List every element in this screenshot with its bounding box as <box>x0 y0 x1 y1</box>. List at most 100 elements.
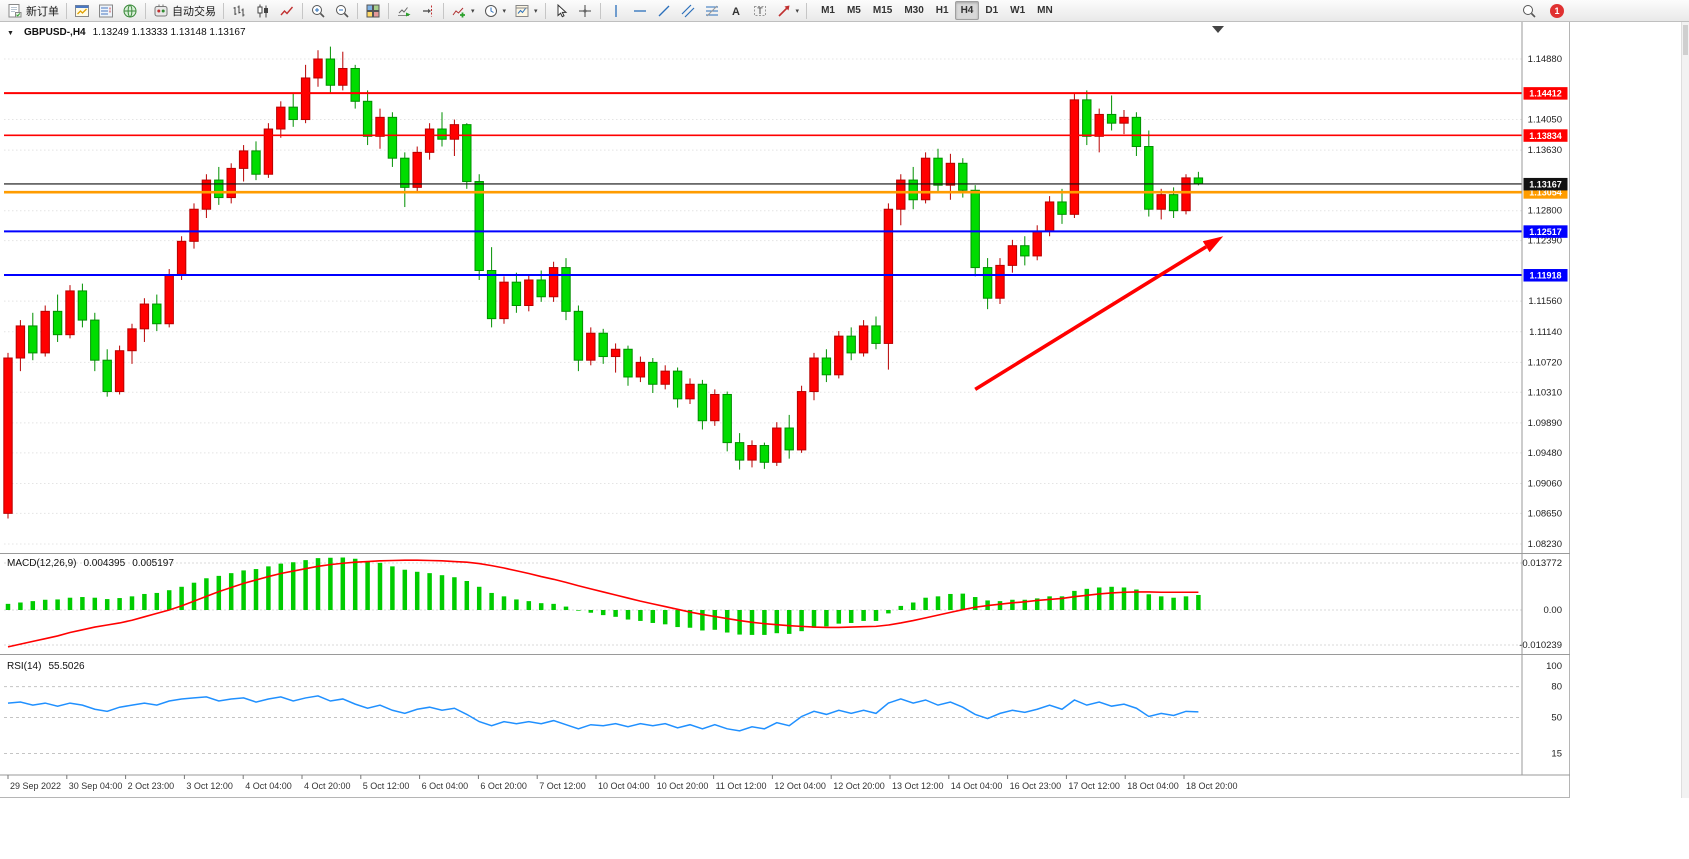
chart-window: 0.013772 0.00 -0.010239 100 80 50 15 1.14880 1.1… <box>0 22 1570 798</box>
text-button[interactable]: A <box>724 1 748 20</box>
macd-name: MACD(12,26,9) <box>7 558 77 569</box>
crosshair-button[interactable] <box>573 1 597 20</box>
time-axis-label: 4 Oct 20:00 <box>304 781 351 791</box>
toolbar-separator <box>544 2 546 19</box>
channel-button[interactable] <box>676 1 700 20</box>
macd-indicator-label: MACD(12,26,9) 0.004395 0.005197 <box>7 558 174 569</box>
time-axis[interactable]: 29 Sep 2022 30 Sep 04:00 2 Oct 23:00 3 Oct … <box>7 775 1238 791</box>
tile-windows-icon <box>365 3 381 19</box>
arrows-button[interactable]: ▾ <box>772 1 804 20</box>
new-order-button[interactable]: 新订单 <box>3 1 63 20</box>
timeframe-m1-button[interactable]: M1 <box>815 1 841 20</box>
candle <box>276 106 286 130</box>
svg-text:1.11918: 1.11918 <box>1529 271 1561 281</box>
time-axis-label: 13 Oct 12:00 <box>892 781 944 791</box>
dropdown-caret-icon: ▾ <box>534 7 538 15</box>
bar-chart-button[interactable] <box>227 1 251 20</box>
candle <box>449 124 460 140</box>
price-axis-label: 1.10310 <box>1528 387 1562 398</box>
candle <box>300 77 311 121</box>
candle <box>834 335 844 376</box>
templates-button[interactable]: ▾ <box>510 1 542 20</box>
price-axis-label: 1.12390 <box>1528 236 1562 247</box>
trendline-button[interactable] <box>652 1 676 20</box>
price-axis-label: 1.09480 <box>1528 448 1562 459</box>
candlestick-icon <box>255 3 271 19</box>
candle <box>176 240 187 276</box>
chart-window-button[interactable] <box>70 1 94 20</box>
candle <box>1181 177 1191 212</box>
trend-arrow-annotation[interactable] <box>974 236 1224 391</box>
timeframe-mn-button[interactable]: MN <box>1031 1 1059 20</box>
zoom-in-button[interactable] <box>306 1 330 20</box>
zoom-out-button[interactable] <box>330 1 354 20</box>
data-window-button[interactable] <box>118 1 142 20</box>
candle <box>412 151 422 188</box>
timeframe-w1-button[interactable]: W1 <box>1004 1 1031 20</box>
vertical-scrollbar[interactable] <box>1681 22 1689 798</box>
toolbar-separator <box>806 2 808 19</box>
candle <box>114 350 125 393</box>
main-toolbar: 新订单 自动交易 ▾ ▾ ▾ A T ▾ M1 M5 M15 M30 H1 H4 D1 W1 MN 1 <box>0 0 1689 22</box>
periods-button[interactable]: ▾ <box>479 1 511 20</box>
notification-badge[interactable]: 1 <box>1550 3 1564 18</box>
candle <box>499 281 509 320</box>
chart-dropdown-icon[interactable]: ▼ <box>7 30 14 37</box>
price-gridlines <box>4 58 1522 545</box>
candle <box>1106 113 1117 124</box>
timeframe-d1-button[interactable]: D1 <box>979 1 1004 20</box>
tile-windows-button[interactable] <box>361 1 385 20</box>
cursor-button[interactable] <box>549 1 573 20</box>
candle <box>672 370 683 400</box>
time-axis-label: 5 Oct 12:00 <box>363 781 410 791</box>
svg-text:1.13054: 1.13054 <box>1529 188 1562 198</box>
candle <box>102 359 112 393</box>
svg-text:A: A <box>732 6 740 18</box>
chart-canvas[interactable]: 0.0137720.00-0.0102391008050151.148801.1… <box>0 22 1570 798</box>
search-button[interactable] <box>1517 1 1541 20</box>
candle <box>734 442 745 461</box>
timeframe-m15-button[interactable]: M15 <box>867 1 898 20</box>
candle <box>1020 245 1030 257</box>
market-watch-button[interactable] <box>94 1 118 20</box>
fibonacci-button[interactable] <box>700 1 724 20</box>
candle <box>1007 245 1018 266</box>
horizontal-line-icon <box>632 3 648 19</box>
indicators-icon <box>451 3 467 19</box>
scrollbar-thumb[interactable] <box>1683 25 1688 55</box>
macd-panel: 0.013772 0.00 -0.010239 <box>4 557 1562 651</box>
time-axis-label: 30 Sep 04:00 <box>69 781 123 791</box>
timeframe-m5-button[interactable]: M5 <box>841 1 867 20</box>
candle <box>152 303 162 325</box>
candle <box>127 328 137 352</box>
autotrading-icon <box>153 3 169 19</box>
autotrading-button[interactable]: 自动交易 <box>149 1 220 20</box>
timeframe-m30-button[interactable]: M30 <box>898 1 929 20</box>
price-axis[interactable]: 1.14880 1.14050 1.13630 1.12800 1.12390 1.115… <box>1523 54 1568 550</box>
price-axis-label: 1.08230 <box>1528 539 1562 550</box>
candlestick-chart-button[interactable] <box>251 1 275 20</box>
indicators-button[interactable]: ▾ <box>447 1 479 20</box>
svg-text:1.14412: 1.14412 <box>1529 89 1562 99</box>
candle <box>1057 201 1067 215</box>
candle <box>288 106 298 121</box>
price-axis-label: 1.12800 <box>1528 206 1562 217</box>
candle <box>995 264 1005 299</box>
rsi-axis-label: 100 <box>1546 661 1562 672</box>
line-chart-button[interactable] <box>275 1 299 20</box>
price-axis-label: 1.09060 <box>1528 478 1562 489</box>
candle <box>65 290 75 336</box>
label-button[interactable]: T <box>748 1 772 20</box>
candle <box>77 290 88 321</box>
toolbar-separator <box>599 2 601 19</box>
rsi-indicator-label: RSI(14) 55.5026 <box>7 661 85 672</box>
candle <box>362 100 373 137</box>
vertical-line-button[interactable] <box>604 1 628 20</box>
horizontal-line-button[interactable] <box>628 1 652 20</box>
timeframe-h4-button[interactable]: H4 <box>954 1 980 20</box>
chart-shift-button[interactable] <box>416 1 440 20</box>
auto-scroll-button[interactable] <box>392 1 416 20</box>
timeframe-h1-button[interactable]: H1 <box>930 1 955 20</box>
candle <box>1156 194 1166 210</box>
